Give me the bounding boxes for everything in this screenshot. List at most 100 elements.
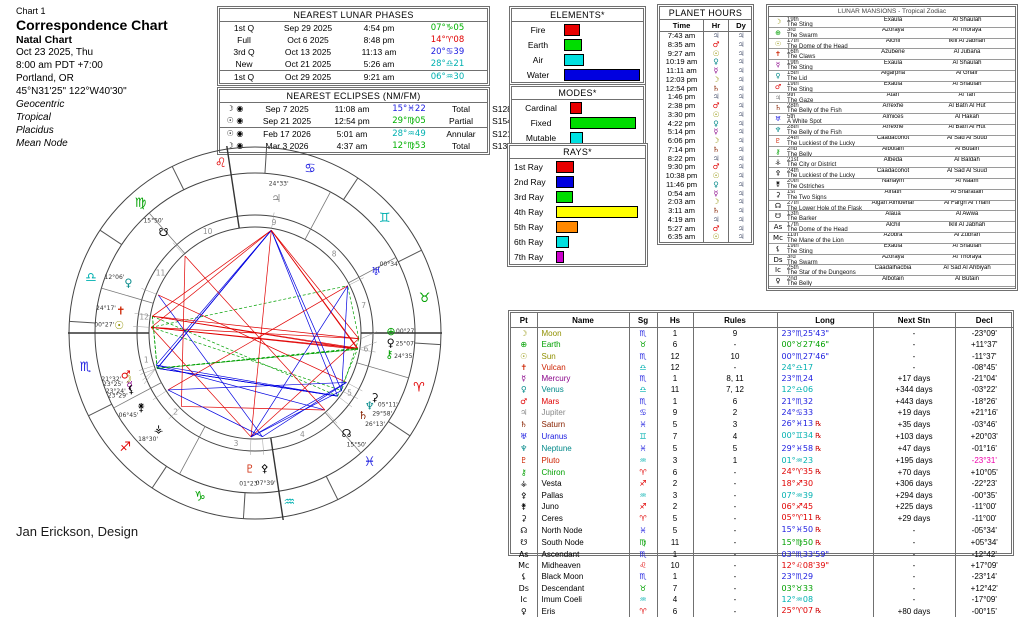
bar-value <box>556 160 574 173</box>
planet-sign: ♋ <box>629 406 658 418</box>
aspect-line-hard <box>158 294 347 383</box>
mansion-arabic-name: Al Butain <box>954 146 979 153</box>
wheel-planet-glyph: ⚷ <box>385 348 393 361</box>
hour-planet-glyph: ☉ <box>704 110 729 120</box>
mansion-meaning: The Barker <box>787 216 817 223</box>
planet-rules: - <box>693 500 778 512</box>
wheel-planet-glyph: ♂ <box>121 368 131 381</box>
planet-sign: ♍ <box>629 536 658 549</box>
chart-coordinates: 45°N31'25" 122°W40'30" <box>16 86 127 97</box>
day-planet-glyph: ♃ <box>737 179 745 189</box>
planet-sign: ♊ <box>629 430 658 443</box>
mansion-meaning: The Ostriches <box>787 184 825 190</box>
phase-position: 06°♒30 <box>430 72 465 82</box>
planet-hour-row: 12:54 pm ♄ ♃ <box>660 84 751 94</box>
aspect-line-soft <box>250 390 342 438</box>
hour-planet-glyph: ☉ <box>704 49 729 59</box>
wheel-planet-glyph: ♀ <box>387 336 395 349</box>
mansion-row: ☽ 19th Exaula Al Shaulah The Sting <box>769 17 1015 28</box>
planet-next-station: - <box>873 593 956 605</box>
mansion-ordinal: 17th <box>787 222 799 228</box>
planet-house: 6 <box>657 605 694 617</box>
wheel-planet-glyph: ☿ <box>126 379 133 392</box>
eclipse-date: Feb 17 2026 <box>263 129 311 139</box>
day-planet-glyph: ♃ <box>737 48 745 58</box>
mansion-planet-glyph: ☋ <box>774 212 782 221</box>
planet-longitude: 23°♏25'43" <box>777 327 874 340</box>
mansion-row: ♅ 5th Almices Al Hakah A White Spot <box>769 114 1015 125</box>
day-planet-glyph: ♃ <box>737 74 745 84</box>
wheel-planet-degree-label: 23°24' <box>106 388 126 395</box>
house-cusp-line <box>356 362 409 379</box>
planet-next-station: +225 days <box>873 500 956 512</box>
planet-name: Neptune <box>537 442 630 455</box>
planet-house: 11 <box>657 536 694 549</box>
planet-table-row: ♄ Saturn ♓ 5 3 26°♓13 ℞ +35 days -03°46' <box>511 418 1013 431</box>
planet-glyph: ♆ <box>511 442 538 455</box>
planet-longitude: 18°♐30 <box>777 478 874 490</box>
planet-rules: 6 <box>693 395 778 407</box>
planet-name: Ceres <box>537 512 630 525</box>
planet-sign: ♒ <box>629 489 658 501</box>
aspect-line-hard <box>152 315 359 339</box>
mansion-arabic-name: Iklil Al Jabhah <box>948 222 986 228</box>
planet-longitude: 06°♐45 <box>777 500 874 512</box>
day-planet-glyph: ♃ <box>737 188 745 198</box>
phase-time: 5:26 am <box>363 59 395 69</box>
bar-value <box>556 175 574 188</box>
phase-time: 9:21 am <box>363 72 395 82</box>
eclipse-time: 5:01 am <box>336 129 368 139</box>
eclipse-time: 11:08 am <box>334 104 370 114</box>
planet-house: 6 <box>657 466 694 479</box>
planet-table-row: ☽ Moon ♏ 1 9 23°♏25'43" - -23°09' <box>511 327 1013 340</box>
aspect-line-minor <box>341 338 360 391</box>
wheel-planet-glyph: ⚴ <box>261 462 269 475</box>
angle-axis-line <box>270 437 286 530</box>
hour-planet-glyph: ☿ <box>704 189 729 199</box>
day-planet-glyph: ♃ <box>737 223 745 233</box>
planet-table-row: ⚸ Black Moon ♏ 1-23°♏29- -23°14' <box>511 571 1013 583</box>
planet-table-row: ⚷ Chiron ♈ 6-24°♈35 ℞ +70 days +10°05' <box>511 466 1013 479</box>
mansion-ordinal: 9th <box>787 92 796 99</box>
planet-name: South Node <box>537 536 630 549</box>
house-number: 12 <box>139 313 149 322</box>
phase-position: 07°♑05 <box>430 23 465 33</box>
planet-table-row: ♀ Venus ♎ 11 7, 12 12°♎06 +344 days -03°22' <box>511 384 1013 396</box>
mansion-arabic-name: Al Awwa <box>955 211 979 217</box>
bar-label: 4th Ray <box>514 206 544 217</box>
mansion-ordinal: 19th <box>787 60 799 66</box>
planet-house: 1 <box>657 327 694 340</box>
planet-hour-row: 9:27 am ☉ ♃ <box>660 48 751 59</box>
bar-value <box>556 205 638 218</box>
phase-position: 28°♎21 <box>430 59 465 69</box>
planet-glyph: Ic <box>511 593 538 605</box>
mansion-row: ⚵ 20th Nahaym Al Naam The Ostriches <box>769 179 1015 190</box>
wheel-planet-degree-label: 29°58' <box>372 411 392 418</box>
bar-label: 2nd Ray <box>514 176 546 187</box>
planet-hour-row: 0:54 am ☿ ♃ <box>660 188 751 199</box>
mansion-planet-glyph: ♀ <box>775 71 781 80</box>
day-planet-glyph: ♃ <box>737 136 745 145</box>
eclipse-date: Sep 7 2025 <box>265 104 309 114</box>
mansion-row: ♆ 28th Arrexhe Al Batn Al Hut The Belly of t… <box>769 125 1015 136</box>
planet-glyph: ⚶ <box>511 478 538 490</box>
elements-bar-row: Water <box>512 67 643 82</box>
planet-rules: 9 <box>693 327 778 340</box>
mansion-meaning: The City or District <box>787 162 837 169</box>
planet-pointer-line <box>359 349 376 353</box>
mansion-ordinal: 20th <box>787 178 799 185</box>
mansion-ordinal: 19th <box>787 243 799 250</box>
planet-house: 6 <box>657 339 694 351</box>
aspect-line-soft <box>155 230 272 366</box>
wheel-planet-glyph: ♀ <box>124 277 132 290</box>
house-number: 4 <box>300 430 305 439</box>
eclipse-position: 28°♒49 <box>392 129 426 139</box>
planet-longitude: 21°♏32 <box>777 395 874 407</box>
phase-time: 11:13 am <box>361 47 397 57</box>
planet-longitude: 29°♓58 ℞ <box>777 442 874 455</box>
planet-house: 1 <box>657 395 694 407</box>
mansion-arabic-name: Al Tarf <box>958 92 976 99</box>
planet-hours-header: Time Hr Dy <box>660 20 751 32</box>
sign-boundary-line <box>343 177 359 200</box>
mansion-meaning: The Gaze <box>787 97 814 104</box>
